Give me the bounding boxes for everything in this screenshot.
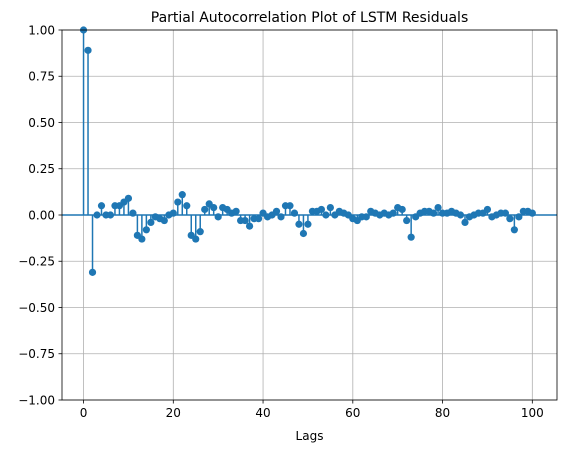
x-tick-label: 0 [80,406,88,420]
pacf-point [254,215,263,223]
pacf-point [138,235,146,243]
pacf-point [286,202,294,210]
pacf-point [183,202,191,210]
pacf-point [501,209,509,217]
pacf-point [461,218,469,226]
pacf-point [241,216,249,225]
pacf-point [389,209,397,217]
pacf-point [142,226,150,234]
pacf-point [245,222,254,230]
pacf-point [403,216,411,225]
pacf-point [299,229,308,238]
pacf-point [322,211,330,219]
pacf-point [326,204,334,212]
pacf-point [169,209,177,217]
y-tick-label: 0.25 [28,162,55,176]
y-ticks: −1.00 −0.75 −0.50 −0.25 0.00 0.25 0.50 0.75 1.00 [18,23,62,407]
y-tick-label: −0.25 [18,255,55,269]
pacf-point [277,213,285,221]
pacf-point [160,216,168,225]
pacf-point [124,194,133,202]
pacf-point [407,233,415,241]
pacf-point [93,211,101,219]
stem-lines [82,30,534,273]
pacf-point [178,191,186,199]
pacf-point [232,207,240,215]
pacf-point [129,209,137,217]
pacf-point [528,209,536,217]
pacf-point [317,205,325,214]
y-tick-label: 1.00 [28,23,55,37]
pacf-point [429,209,438,217]
y-tick-label: 0.75 [28,70,55,84]
x-tick-label: 60 [345,406,360,420]
x-tick-label: 80 [435,406,450,420]
pacf-point [510,226,518,234]
pacf-point [434,204,442,212]
pacf-point [290,209,299,217]
pacf-point [210,204,218,212]
pacf-point [362,213,370,221]
pacf-point [174,198,182,206]
pacf-point [84,46,92,54]
y-tick-label: −0.50 [18,301,55,315]
pacf-point [196,228,204,236]
x-axis-label: Lags [296,429,324,443]
x-tick-label: 40 [255,406,270,420]
pacf-point [106,211,115,219]
stem-markers [79,26,536,276]
pacf-point [456,211,465,219]
y-tick-label: −1.00 [18,393,55,407]
pacf-point [88,268,97,276]
pacf-point [483,205,492,214]
pacf-point [214,213,222,221]
pacf-point [506,215,514,223]
pacf-point [515,213,523,221]
pacf-point [304,220,312,228]
pacf-point [398,205,406,214]
pacf-point [272,207,281,215]
y-tick-label: 0.00 [28,208,55,222]
pacf-point [192,235,200,243]
x-ticks: 0 20 40 60 80 100 [80,400,544,420]
chart-title: Partial Autocorrelation Plot of LSTM Res… [151,10,469,26]
pacf-point [201,205,209,214]
x-tick-label: 20 [166,406,181,420]
y-tick-label: −0.75 [18,347,55,361]
pacf-point [295,220,303,228]
pacf-point [147,218,155,226]
pacf-point [97,202,106,210]
x-tick-label: 100 [521,406,544,420]
y-tick-label: 0.50 [28,116,55,130]
